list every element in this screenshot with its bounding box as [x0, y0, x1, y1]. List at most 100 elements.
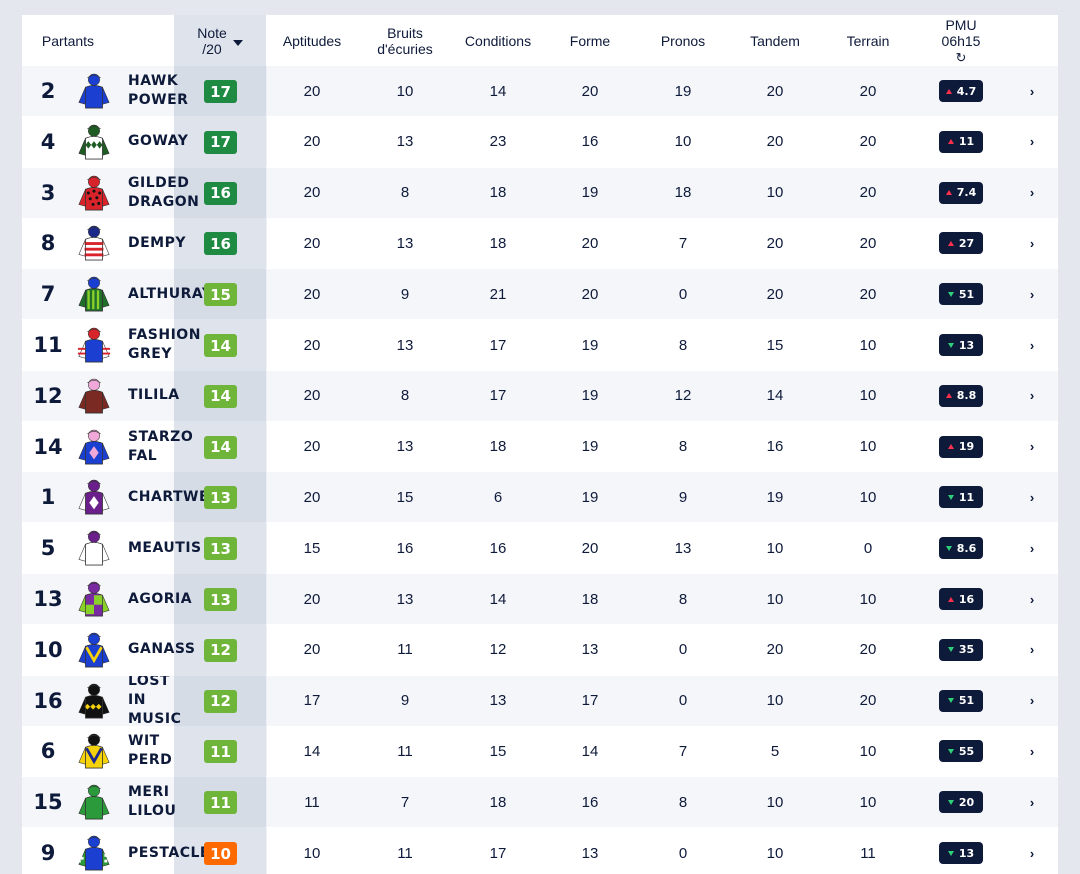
- tandem-value: 20: [766, 234, 784, 252]
- header-note-sort[interactable]: Note /20: [174, 15, 266, 66]
- bruits-value: 11: [397, 641, 413, 659]
- header-tandem[interactable]: Tandem: [729, 15, 821, 66]
- chevron-right-icon[interactable]: ›: [1029, 489, 1035, 505]
- cond-value: 6: [493, 488, 503, 506]
- horse-name[interactable]: TILILA: [128, 387, 180, 404]
- pmu-odds-badge[interactable]: 35: [939, 638, 983, 661]
- chevron-right-icon[interactable]: ›: [1029, 540, 1035, 556]
- pmu-odds-badge[interactable]: 7.4: [939, 181, 983, 204]
- pmu-odds-value: 13: [958, 338, 975, 352]
- pmu-odds-badge[interactable]: 27: [939, 232, 983, 255]
- pmu-odds-badge[interactable]: 19: [939, 435, 983, 458]
- chevron-right-icon[interactable]: ›: [1029, 286, 1035, 302]
- pronos-value: 0: [678, 844, 688, 862]
- horse-name[interactable]: GANASS: [128, 641, 196, 658]
- header-terrain[interactable]: Terrain: [822, 15, 914, 66]
- terrain-value: 10: [859, 488, 877, 506]
- table-row[interactable]: 6 WIT PERD 11 14 11 15 14 7 5 10 55 ›: [22, 726, 1058, 777]
- trend-up-icon: [947, 596, 954, 602]
- header-bruits[interactable]: Bruits d'écuries: [359, 15, 451, 66]
- note-score-badge: 14: [204, 435, 237, 459]
- pronos-value: 10: [674, 133, 692, 151]
- table-row[interactable]: 2 HAWK POWER 17 20 10 14 20 19 20 20 4.7 ›: [22, 66, 1058, 116]
- pmu-odds-value: 19: [958, 440, 975, 454]
- chevron-right-icon[interactable]: ›: [1029, 845, 1035, 861]
- table-row[interactable]: 12 TILILA 14 20 8 17 19 12 14 10 8.8 ›: [22, 370, 1058, 421]
- chevron-right-icon[interactable]: ›: [1029, 235, 1035, 251]
- horse-name[interactable]: WIT PERD: [128, 733, 173, 769]
- horse-name[interactable]: STARZO FAL: [128, 428, 194, 464]
- header-aptitudes[interactable]: Aptitudes: [266, 15, 358, 66]
- pmu-odds-badge[interactable]: 55: [939, 740, 983, 763]
- pmu-odds-badge[interactable]: 20: [939, 791, 983, 814]
- cond-value: 17: [489, 336, 507, 354]
- table-row[interactable]: 13 AGORIA 13 20 13 14 18 8 10 10 16 ›: [22, 574, 1058, 624]
- table-row[interactable]: 11 FASHION GREY 14 20 13 17 19 8 15 10 13 ›: [22, 320, 1058, 370]
- table-row[interactable]: 15 MERI LILOU 11 11 7 18 16 8 10 10 20 ›: [22, 777, 1058, 828]
- horse-name[interactable]: LOST IN MUSIC: [128, 675, 182, 726]
- horse-name[interactable]: MERI LILOU: [128, 784, 177, 820]
- jockey-silks-icon: [77, 428, 111, 468]
- tandem-value: 5: [770, 742, 780, 760]
- cond-value: 18: [489, 438, 507, 456]
- header-partants[interactable]: Partants: [22, 15, 114, 66]
- header-pronos[interactable]: Pronos: [637, 15, 729, 66]
- horse-name[interactable]: GILDED DRAGON: [128, 174, 200, 210]
- runner-number: 11: [33, 333, 63, 357]
- chevron-right-icon[interactable]: ›: [1029, 794, 1035, 810]
- chevron-right-icon[interactable]: ›: [1029, 439, 1035, 455]
- chevron-right-icon[interactable]: ›: [1029, 693, 1035, 709]
- pmu-odds-badge[interactable]: 13: [939, 334, 983, 356]
- pmu-odds-badge[interactable]: 51: [939, 283, 983, 306]
- horse-name[interactable]: HAWK POWER: [128, 73, 189, 108]
- horse-name[interactable]: MEAUTIS: [128, 539, 202, 556]
- horse-name[interactable]: DEMPY: [128, 234, 187, 251]
- table-row[interactable]: 7 ALTHURAYA15 20 9 21 20 0 20 20 51 ›: [22, 269, 1058, 320]
- pmu-odds-badge[interactable]: 13: [939, 842, 983, 864]
- table-row[interactable]: 10 GANASS 12 20 11 12 13 0 20 20 35 ›: [22, 624, 1058, 675]
- table-row[interactable]: 5 MEAUTIS 13 15 16 16 20 13 10 0 8.6 ›: [22, 523, 1058, 574]
- pmu-odds-badge[interactable]: 11: [939, 486, 983, 509]
- table-row[interactable]: 9 PESTACLE 10 10 11 17 13 0 10 11 13 ›: [22, 828, 1058, 874]
- chevron-right-icon[interactable]: ›: [1029, 642, 1035, 658]
- chevron-right-icon[interactable]: ›: [1029, 83, 1035, 99]
- chevron-right-icon[interactable]: ›: [1029, 185, 1035, 201]
- cond-value: 15: [489, 742, 507, 760]
- jockey-silks-icon: [77, 580, 111, 620]
- header-forme[interactable]: Forme: [544, 15, 636, 66]
- chevron-right-icon[interactable]: ›: [1029, 134, 1035, 150]
- pmu-odds-badge[interactable]: 4.7: [939, 80, 983, 102]
- column-divider: [266, 167, 267, 218]
- table-row[interactable]: 4 GOWAY 17 20 13 23 16 10 20 20 11 ›: [22, 116, 1058, 167]
- table-row[interactable]: 3 GILDED DRAGON 16 20 8 18 19 18 10 20 7.4 ›: [22, 167, 1058, 218]
- table-row[interactable]: 8 DEMPY 16 20 13 18 20 7 20 20 27 ›: [22, 218, 1058, 269]
- pmu-odds-badge[interactable]: 51: [939, 689, 983, 712]
- horse-name[interactable]: GOWAY: [128, 133, 189, 150]
- pmu-odds-value: 16: [958, 592, 975, 606]
- pmu-odds-badge[interactable]: 16: [939, 588, 983, 610]
- header-pmu[interactable]: PMU 06h15 ↻: [915, 15, 1007, 66]
- header-pmu-label: PMU: [945, 17, 977, 33]
- pmu-odds-badge[interactable]: 11: [939, 130, 983, 153]
- table-row[interactable]: 16 LOST IN MUSIC 12 17 9 13 17 0 10 20 51 ›: [22, 675, 1058, 726]
- sort-caret-icon: [232, 39, 243, 46]
- horse-name[interactable]: AGORIA: [128, 590, 193, 607]
- chevron-right-icon[interactable]: ›: [1029, 337, 1035, 353]
- header-tandem-label: Tandem: [750, 32, 800, 49]
- header-conditions[interactable]: Conditions: [452, 15, 544, 66]
- column-divider: [266, 218, 267, 269]
- horse-name[interactable]: PESTACLE: [128, 844, 210, 861]
- table-row[interactable]: 1 CHARTWELL13 20 15 6 19 9 19 10 11 ›: [22, 472, 1058, 523]
- chevron-right-icon[interactable]: ›: [1029, 591, 1035, 607]
- pmu-odds-badge[interactable]: 8.8: [939, 384, 983, 407]
- horse-name[interactable]: ALTHURAYA: [128, 285, 212, 302]
- chevron-right-icon[interactable]: ›: [1029, 743, 1035, 759]
- refresh-icon[interactable]: ↻: [955, 50, 967, 65]
- pmu-odds-value: 55: [958, 744, 975, 758]
- horse-name[interactable]: CHARTWELL: [128, 488, 212, 505]
- pmu-odds-badge[interactable]: 8.6: [939, 537, 983, 560]
- horse-name[interactable]: FASHION GREY: [128, 327, 201, 362]
- bruits-value: 15: [396, 488, 414, 506]
- table-row[interactable]: 14 STARZO FAL 14 20 13 18 19 8 16 10 19 ›: [22, 421, 1058, 472]
- chevron-right-icon[interactable]: ›: [1029, 388, 1035, 404]
